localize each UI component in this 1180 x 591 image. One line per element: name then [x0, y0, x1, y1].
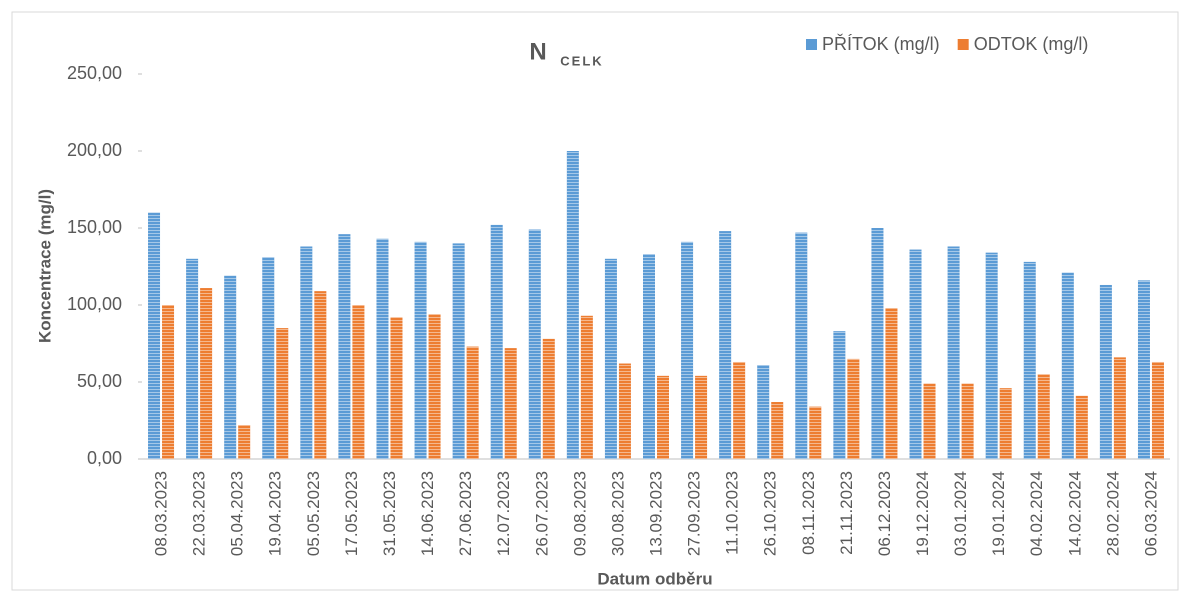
- bar-texture: [376, 238, 389, 459]
- x-tick-label: 05.05.2023: [304, 471, 323, 556]
- bar-texture: [490, 224, 503, 459]
- bar-texture: [314, 291, 327, 459]
- x-tick-label: 17.05.2023: [342, 471, 361, 556]
- bar-texture: [733, 361, 746, 459]
- bar-texture: [771, 402, 784, 459]
- x-tick-label: 21.11.2023: [837, 471, 856, 555]
- y-tick-label: 50,00: [77, 371, 122, 391]
- chart-title-subscript: CELK: [560, 53, 603, 68]
- x-tick-label: 04.02.2024: [1027, 471, 1046, 556]
- x-tick-label: 11.10.2023: [723, 471, 742, 555]
- bar-texture: [300, 246, 313, 459]
- bar-texture: [1037, 374, 1050, 459]
- bar-texture: [352, 305, 365, 459]
- x-tick-label: 28.02.2024: [1103, 471, 1122, 556]
- bar-texture: [833, 331, 846, 459]
- x-tick-label: 08.03.2023: [152, 471, 171, 556]
- bar-texture: [1023, 261, 1036, 459]
- bar-texture: [695, 375, 708, 459]
- x-tick-label: 14.06.2023: [418, 471, 437, 556]
- bar-texture: [452, 243, 465, 459]
- x-tick-label: 05.04.2023: [228, 471, 247, 556]
- bar-texture: [719, 231, 732, 459]
- x-axis-title: Datum odběru: [597, 569, 712, 588]
- y-tick-label: 0,00: [87, 448, 122, 468]
- x-tick-label: 03.01.2024: [951, 471, 970, 556]
- bar-texture: [224, 275, 237, 459]
- bar-texture: [757, 365, 770, 459]
- bar-texture: [795, 232, 808, 459]
- bar-texture: [428, 314, 441, 459]
- y-tick-label: 250,00: [67, 63, 122, 83]
- bar-texture: [466, 346, 479, 459]
- y-tick-label: 100,00: [67, 294, 122, 314]
- bar-texture: [262, 257, 275, 459]
- bar-texture: [1151, 361, 1164, 459]
- bar-texture: [200, 288, 213, 459]
- legend-swatch: [806, 39, 817, 50]
- bar-texture: [909, 249, 922, 459]
- bar-texture: [947, 246, 960, 459]
- x-tick-label: 14.02.2024: [1065, 471, 1084, 556]
- bar-texture: [681, 241, 694, 459]
- bar-texture: [504, 348, 517, 459]
- bar-texture: [847, 358, 860, 459]
- legend-label: PŘÍTOK (mg/l): [822, 34, 940, 54]
- bar-texture: [871, 228, 884, 459]
- bar-texture: [1099, 284, 1112, 459]
- x-tick-label: 19.01.2024: [989, 471, 1008, 556]
- bar-texture: [999, 388, 1012, 459]
- x-tick-label: 12.07.2023: [494, 471, 513, 556]
- bar-texture: [1113, 357, 1126, 459]
- y-tick-label: 150,00: [67, 217, 122, 237]
- x-tick-label: 22.03.2023: [190, 471, 209, 556]
- bar-texture: [528, 229, 541, 459]
- bar-texture: [390, 317, 403, 459]
- bar-texture: [985, 252, 998, 459]
- x-tick-label: 27.09.2023: [685, 471, 704, 556]
- bar-texture: [1075, 395, 1088, 459]
- x-tick-label: 26.10.2023: [761, 471, 780, 556]
- bar-texture: [148, 212, 161, 459]
- bar-texture: [580, 315, 593, 459]
- bar-texture: [414, 241, 427, 459]
- bar-texture: [566, 151, 579, 459]
- bar-texture: [643, 254, 655, 459]
- x-tick-label: 19.12.2024: [913, 471, 932, 556]
- bar-texture: [186, 258, 199, 459]
- x-tick-label: 26.07.2023: [532, 471, 551, 556]
- legend-label: ODTOK (mg/l): [974, 34, 1089, 54]
- x-tick-label: 19.04.2023: [266, 471, 285, 556]
- bar-texture: [657, 375, 669, 459]
- bar-texture: [923, 383, 936, 459]
- bar-texture: [618, 363, 631, 459]
- x-tick-label: 09.08.2023: [570, 471, 589, 556]
- bar-texture: [542, 338, 555, 459]
- bar-texture: [338, 234, 351, 459]
- x-tick-label: 30.08.2023: [608, 471, 627, 556]
- x-tick-label: 31.05.2023: [380, 471, 399, 556]
- bar-texture: [276, 328, 289, 459]
- x-tick-label: 27.06.2023: [456, 471, 475, 556]
- x-tick-label: 06.12.2023: [875, 471, 894, 556]
- y-tick-label: 200,00: [67, 140, 122, 160]
- bar-texture: [961, 383, 974, 459]
- bar-texture: [1061, 272, 1074, 459]
- legend-swatch: [957, 39, 969, 50]
- bar-texture: [162, 305, 175, 459]
- x-tick-label: 08.11.2023: [799, 471, 818, 555]
- chart-title: N: [529, 38, 546, 65]
- bar-texture: [885, 308, 898, 459]
- x-tick-label: 06.03.2024: [1141, 471, 1160, 556]
- y-axis-title: Koncentrace (mg/l): [35, 189, 54, 343]
- bar-texture: [604, 258, 617, 459]
- x-tick-label: 13.09.2023: [646, 471, 665, 556]
- bar-texture: [809, 406, 822, 459]
- bar-texture: [238, 425, 251, 459]
- bar-texture: [1137, 280, 1150, 459]
